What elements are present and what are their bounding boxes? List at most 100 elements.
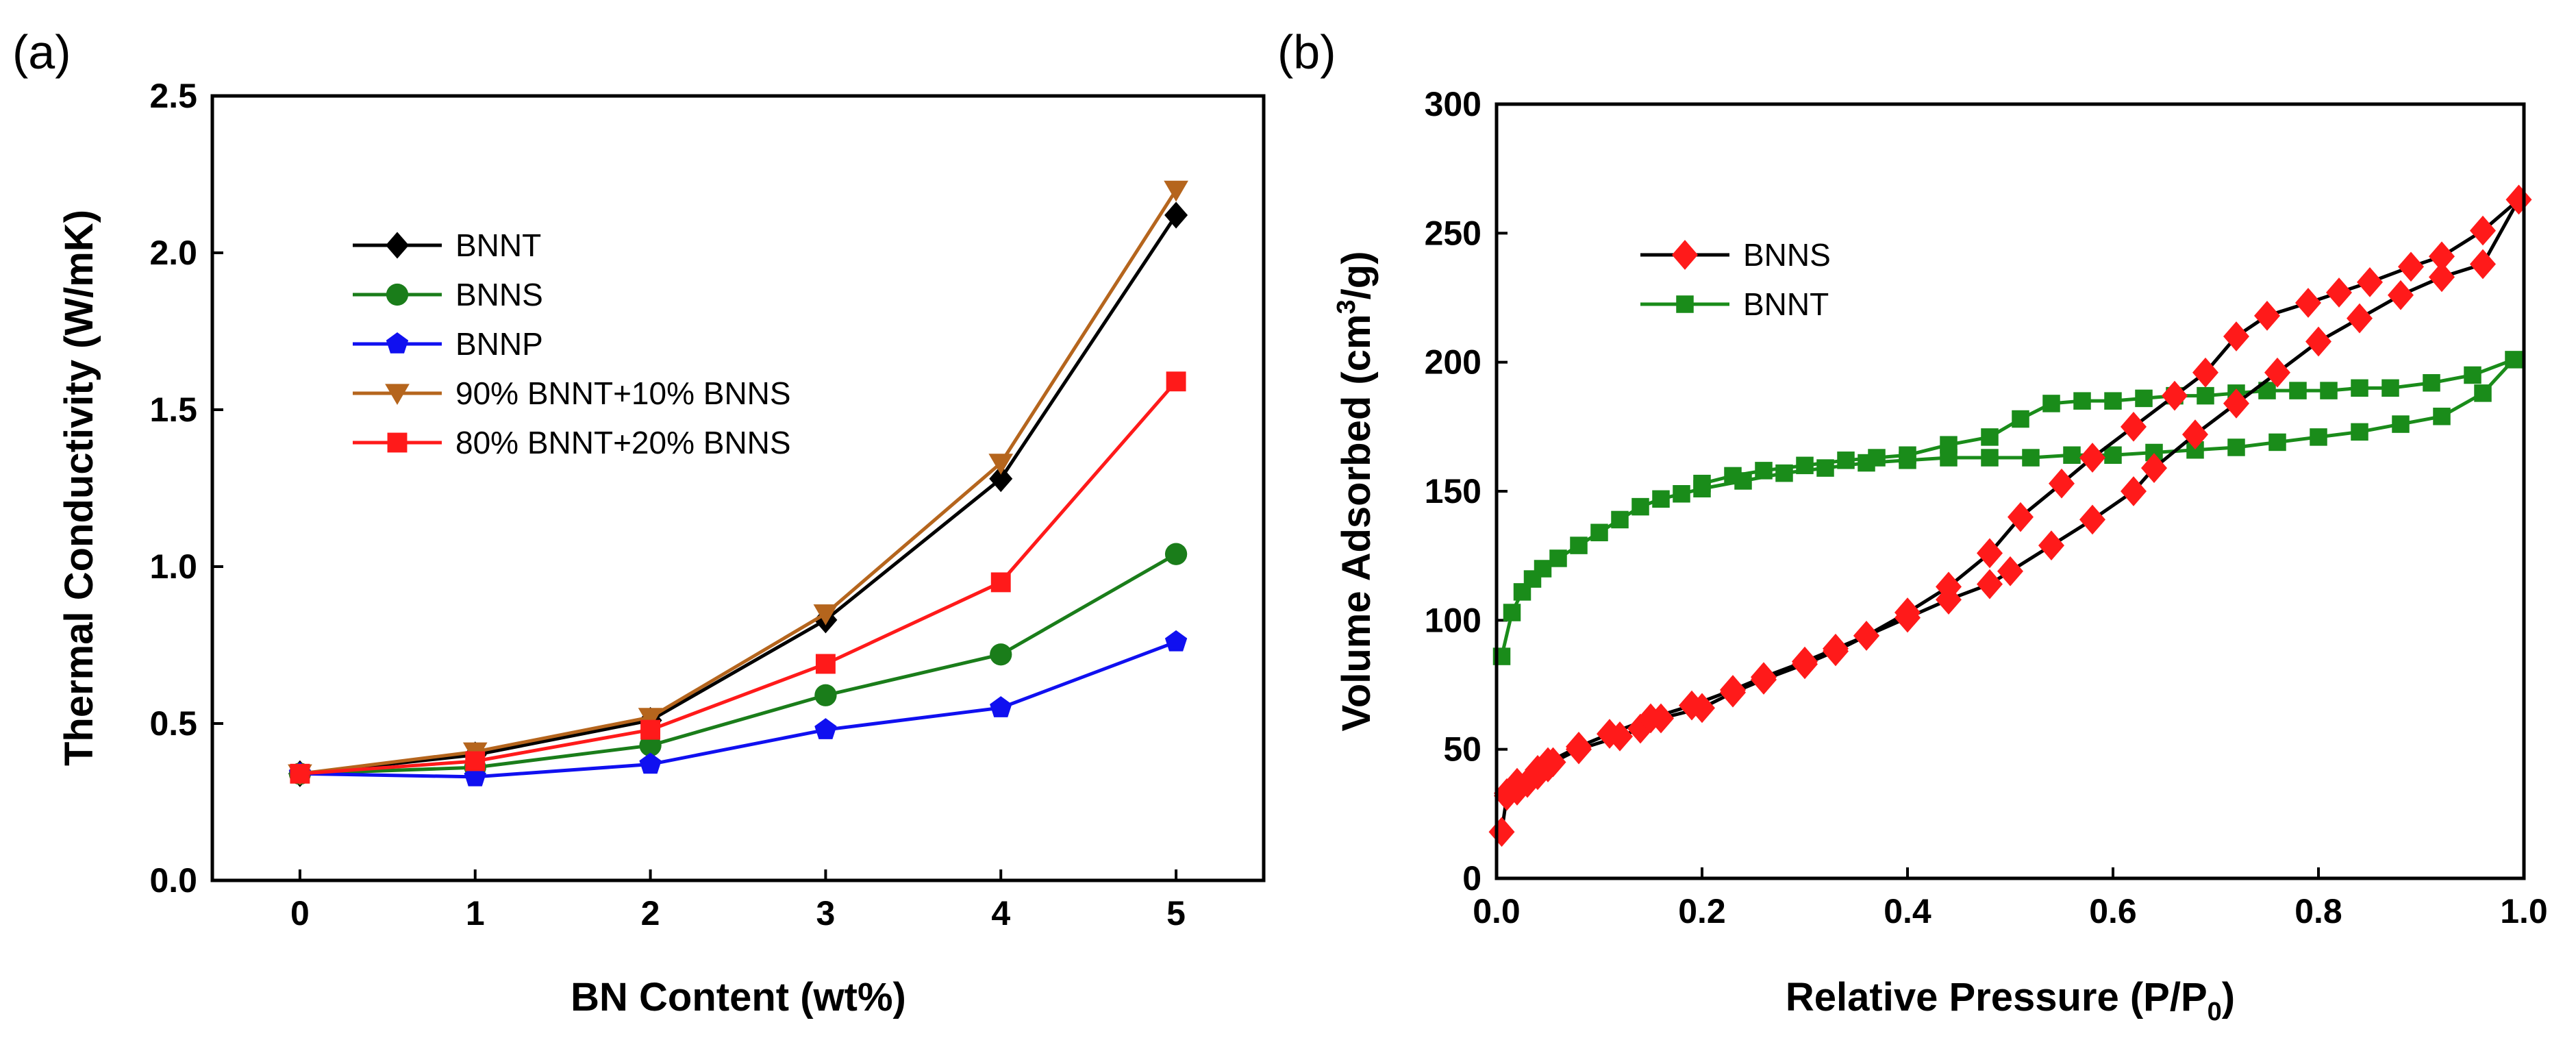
data-point (2381, 379, 2399, 397)
data-point (2022, 449, 2040, 467)
chart-b-ylabel: Volume Adsorbed (cm3/g) (1332, 251, 1379, 731)
x-tick-label: 2 (641, 894, 660, 932)
chart-a-series (288, 180, 1188, 787)
chart-a-ylabel: Thermal Conductivity (W/mK) (57, 210, 101, 766)
data-point (2073, 392, 2091, 410)
legend-marker (1676, 295, 1694, 313)
data-point (2121, 411, 2147, 442)
data-point (1981, 428, 1999, 446)
data-point (1631, 497, 1649, 516)
data-point (1837, 452, 1855, 469)
y-tick-label: 200 (1425, 343, 1481, 382)
chart-a-xlabel: BN Content (wt%) (571, 975, 906, 1019)
chart-b-xlabel-end: ) (2222, 975, 2235, 1019)
data-point (1868, 449, 1886, 467)
y-tick-label: 300 (1425, 85, 1481, 123)
data-point (2289, 382, 2307, 399)
data-point (2162, 380, 2188, 411)
data-point (1164, 543, 1188, 565)
data-point (2351, 379, 2368, 397)
data-point (2392, 415, 2410, 433)
series-line (299, 640, 1177, 779)
chart-b-ylabel-end: /g) (1334, 251, 1379, 299)
data-point (1755, 462, 1773, 480)
data-point (1673, 485, 1690, 503)
y-tick-label: 250 (1425, 214, 1481, 252)
data-point (1164, 201, 1188, 229)
data-point (2474, 384, 2492, 402)
data-point (1823, 633, 1849, 664)
data-point (1611, 510, 1629, 529)
data-point (2470, 249, 2496, 280)
data-point (2295, 288, 2321, 318)
y-tick-label: 50 (1443, 730, 1481, 769)
data-point (2042, 395, 2060, 412)
data-point (1494, 778, 1520, 808)
data-point (638, 708, 663, 729)
data-point (1638, 703, 1664, 734)
data-point (989, 465, 1013, 493)
data-point (1535, 747, 1561, 778)
data-point (1796, 456, 1814, 475)
data-point (639, 752, 662, 774)
chart-b: (b) 0.0 0.2 0.4 0.6 0.8 1.0050100150200250300… (1277, 25, 2548, 1026)
data-point (2320, 382, 2338, 399)
legend-label: 80% BNNT+20% BNNS (455, 425, 791, 460)
chart-b-ticks: 0.0 0.2 0.4 0.6 0.8 1.0 0 50 100 150 200 250 300 (1425, 85, 2548, 930)
y-tick-label: 150 (1425, 472, 1481, 510)
series-line (1500, 198, 2521, 832)
data-point (2192, 357, 2218, 388)
y-tick-label: 1.0 (149, 547, 197, 586)
legend-item: 90% BNNT+10% BNNS (353, 375, 791, 411)
series-line (299, 189, 1178, 776)
chart-a-ticks: 0 1 2 3 4 5 0.0 0.5 1.0 1.5 2.0 2.5 (149, 77, 1186, 932)
data-point (1503, 604, 1521, 621)
x-tick-label: 5 (1166, 894, 1186, 932)
data-point (2464, 366, 2481, 384)
series-80% BNNT+20% BNNS (290, 371, 1186, 784)
data-point (2398, 251, 2424, 282)
y-tick-label: 0.0 (149, 861, 197, 900)
data-point (2223, 388, 2249, 419)
series-BNNS (1488, 184, 2532, 848)
legend-item: BNNT (353, 227, 541, 263)
data-point (1488, 817, 1515, 848)
data-point (988, 454, 1014, 475)
data-point (2470, 215, 2496, 246)
data-point (1164, 180, 1188, 202)
legend-marker (386, 332, 409, 354)
y-tick-label: 0 (1462, 859, 1481, 898)
x-tick-label: 0.0 (1473, 892, 1521, 930)
data-point (2264, 357, 2290, 388)
data-point (2433, 408, 2451, 425)
y-tick-label: 1.5 (149, 391, 197, 429)
data-point (2121, 476, 2147, 506)
legend-marker (386, 283, 409, 306)
data-point (814, 718, 837, 739)
data-point (1652, 490, 1670, 508)
data-point (813, 604, 838, 626)
data-point (1720, 675, 1746, 705)
data-point (2012, 410, 2029, 428)
data-point (2305, 326, 2331, 357)
data-point (290, 763, 310, 784)
chart-b-frame (1495, 102, 2526, 880)
data-point (1693, 474, 1711, 493)
data-point (990, 572, 1011, 593)
legend-label: BNNS (1743, 237, 1831, 273)
data-point (1597, 719, 1623, 749)
data-point (1940, 436, 1958, 454)
data-point (1977, 538, 2003, 569)
data-point (2351, 423, 2368, 441)
x-tick-label: 0.4 (1884, 892, 1931, 930)
chart-b-xlabel-sub: 0 (2208, 998, 2222, 1026)
data-point (2104, 392, 2122, 410)
panel-label-a: (a) (12, 25, 71, 79)
chart-b-xlabel-main: Relative Pressure (P/P (1786, 975, 2208, 1019)
data-point (1549, 549, 1567, 567)
data-point (2254, 301, 2280, 331)
chart-a-legend: BNNT BNNS BNNP 90% BNNT+10% BNNS 80% BNNT+20… (353, 227, 791, 460)
y-tick-label: 100 (1425, 601, 1481, 639)
data-point (2326, 277, 2352, 308)
